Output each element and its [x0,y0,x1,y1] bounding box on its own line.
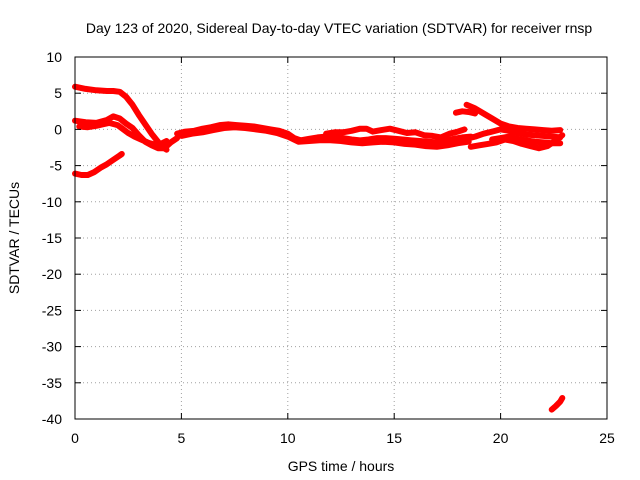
chart-title: Day 123 of 2020, Sidereal Day-to-day VTE… [86,20,592,36]
x-tick-label: 5 [178,430,186,446]
y-tick-label: 5 [54,85,62,101]
y-tick-label: -40 [42,411,62,427]
y-tick-label: -20 [42,266,62,282]
series-late-band-a [463,126,564,142]
series-near-zero-start-b [76,119,170,149]
y-tick-label: -25 [42,302,62,318]
series-band-upper-ripples [323,125,468,141]
y-tick-label: -30 [42,339,62,355]
data-series [72,83,566,413]
y-tick-label: -15 [42,230,62,246]
x-tick-label: 20 [493,430,509,446]
y-tick-label: -35 [42,375,62,391]
grid-lines [75,57,607,419]
series-late-descending-arc [463,101,564,134]
series-outlier-segment [548,395,566,413]
x-tick-label: 0 [71,430,79,446]
series-upper-start-arc [72,83,170,153]
x-axis-label: GPS time / hours [288,458,395,474]
y-tick-label: 10 [46,49,62,65]
series-main-band-b [178,124,472,150]
x-tick-label: 15 [386,430,402,446]
series-lower-start-arc [72,151,125,178]
series-main-band [174,121,474,146]
x-tick-label: 10 [280,430,296,446]
y-tick-label: 0 [54,121,62,137]
y-tick-label: -10 [42,194,62,210]
x-tick-label: 25 [599,430,615,446]
axis-ticks: 0 5 10 15 20 25 10 5 0 -5 -10 -15 -20 -25 -30 -35 -40 [42,49,615,446]
series-late-band-c [489,133,564,147]
y-tick-label: -5 [50,158,63,174]
y-axis-label: SDTVAR / TECUs [6,182,22,294]
series-late-high-arc [452,108,479,117]
